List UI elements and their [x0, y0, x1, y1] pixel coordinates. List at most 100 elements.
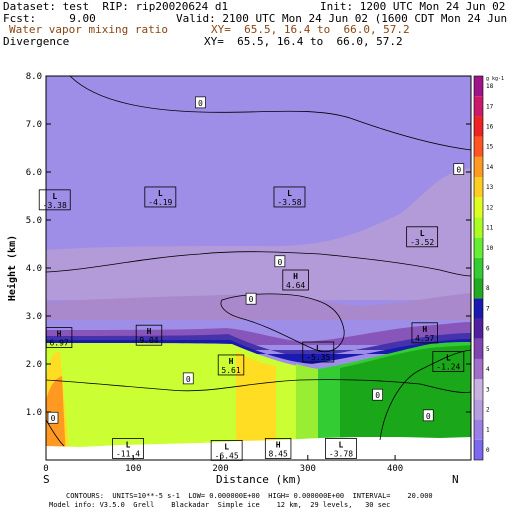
extremum-kind: H: [293, 272, 298, 281]
fill-purple-light: [46, 293, 471, 320]
x-tick-label: 300: [300, 464, 316, 474]
low-marker: L-1.24: [432, 351, 465, 373]
contour-label-box: [47, 411, 59, 424]
contour-label-box: [182, 372, 194, 385]
colorbar-label: 9: [486, 265, 490, 272]
terrain: [46, 437, 471, 460]
high-marker: H8.45: [264, 438, 292, 459]
extremum-value: 9.04: [139, 336, 158, 345]
extremum-box: [144, 186, 177, 208]
colorbar-swatch: [474, 298, 483, 319]
contour-label-box: [195, 96, 206, 109]
extrema-labels: L-3.38L-4.19L-3.58L-3.52H4.64H6.97H9.04H…: [38, 186, 465, 461]
contour-label: 0: [375, 391, 380, 400]
dataset-line: Dataset: test RIP: rip20020624 d1: [3, 0, 229, 13]
colorbar-frame: [473, 75, 484, 461]
contour-right: [379, 349, 471, 441]
colorbar-label: 6: [486, 326, 490, 333]
extremum-kind: H: [422, 325, 427, 334]
extremum-value: 8.45: [269, 449, 288, 458]
colorbar-swatch: [474, 419, 483, 440]
y-tick-label: 6.0: [26, 168, 42, 178]
valid-line: Valid: 2100 UTC Mon 24 Jun 02 (1600 CDT …: [176, 12, 512, 25]
x-axis-title: Distance (km): [216, 473, 302, 486]
colorbar-swatch: [474, 338, 483, 359]
colorbar-swatch: [474, 96, 483, 117]
field2-xy: XY= 65.5, 16.4 to 66.0, 57.2: [204, 35, 403, 48]
y-axis: 1.0 2.0 3.0 4.0 5.0 6.0 7.0 8.0: [26, 72, 471, 418]
y-tick-label: 3.0: [26, 312, 42, 322]
colorbar-swatch: [474, 237, 483, 258]
extremum-kind: H: [57, 330, 62, 339]
low-marker: L-11.4: [112, 438, 144, 459]
contour-label: 0: [456, 166, 461, 175]
extremum-kind: L: [158, 189, 163, 198]
x-end-label-left: S: [43, 473, 50, 486]
contour-upper: [69, 76, 471, 151]
extremum-kind: L: [420, 229, 425, 238]
extremum-kind: L: [446, 354, 451, 363]
colorbar-swatch: [474, 136, 483, 157]
extremum-value: -3.58: [277, 198, 301, 207]
extremum-kind: L: [287, 189, 292, 198]
y-axis-title: Height (km): [6, 235, 18, 301]
extremum-box: [302, 341, 335, 363]
fcst-line: Fcst: 9.00: [3, 12, 96, 25]
fill-yellow-2: [236, 352, 276, 460]
colorbar-label: 10: [486, 245, 494, 252]
colorbar-swatch: [474, 379, 483, 400]
extremum-kind: L: [339, 440, 344, 449]
extremum-kind: H: [276, 440, 281, 449]
colorbar-label: 4: [486, 366, 490, 373]
contour-cell: [220, 293, 345, 353]
colorbar-swatch: [474, 217, 483, 238]
low-marker: L-3.38: [38, 189, 71, 211]
extremum-kind: L: [224, 442, 229, 451]
y-tick-label: 5.0: [26, 216, 42, 226]
extremum-value: -11.4: [116, 449, 140, 458]
high-marker: H4.57: [411, 322, 438, 344]
footer-contours: CONTOURS: UNITS=10**-5 s-1 LOW= 0.000000…: [66, 492, 433, 500]
colorbar-swatch: [474, 257, 483, 279]
extremum-box: [135, 324, 163, 346]
colorbar-label: 15: [486, 144, 494, 151]
contour-label: 0: [249, 295, 254, 304]
colorbar-label: 12: [486, 204, 494, 211]
y-tick-label: 2.0: [26, 360, 42, 370]
colorbar-swatch: [474, 358, 483, 380]
extremum-kind: L: [316, 344, 321, 353]
colorbar-label: 7: [486, 305, 490, 312]
colorbar-label: 16: [486, 124, 494, 131]
extremum-value: -3.52: [410, 238, 434, 247]
field1-name: Water vapor mixing ratio: [9, 23, 168, 36]
colorbar-swatch: [474, 156, 483, 178]
x-tick-label: 100: [125, 464, 141, 474]
extremum-box: [432, 351, 465, 373]
x-end-label-right: N: [452, 473, 459, 486]
colorbar-unit: g kg-1: [486, 76, 504, 82]
extremum-value: 6.97: [49, 339, 68, 348]
extremum-box: [217, 354, 245, 376]
colorbar-label: 0: [486, 447, 490, 454]
high-marker: H5.61: [217, 354, 245, 376]
extremum-kind: H: [229, 357, 234, 366]
colorbar-swatch: [474, 399, 483, 420]
low-marker: L-3.58: [273, 186, 306, 208]
contour-label-box: [372, 388, 383, 401]
y-tick-label: 4.0: [26, 264, 42, 274]
colorbar-label: 3: [486, 386, 490, 393]
low-marker: L-3.78: [325, 438, 357, 459]
contour-mid: [46, 251, 471, 277]
colorbar-label: 5: [486, 346, 490, 353]
extremum-value: -6.45: [215, 451, 239, 460]
colorbar-label: 14: [486, 164, 494, 171]
contour-label: 0: [198, 99, 203, 108]
colorbar-label: 8: [486, 285, 490, 292]
colorbar-swatch: [474, 278, 483, 299]
contour-label: 0: [277, 258, 282, 267]
extremum-box: [406, 226, 439, 248]
extremum-box: [282, 269, 309, 291]
x-tick-label: 0: [43, 464, 48, 474]
